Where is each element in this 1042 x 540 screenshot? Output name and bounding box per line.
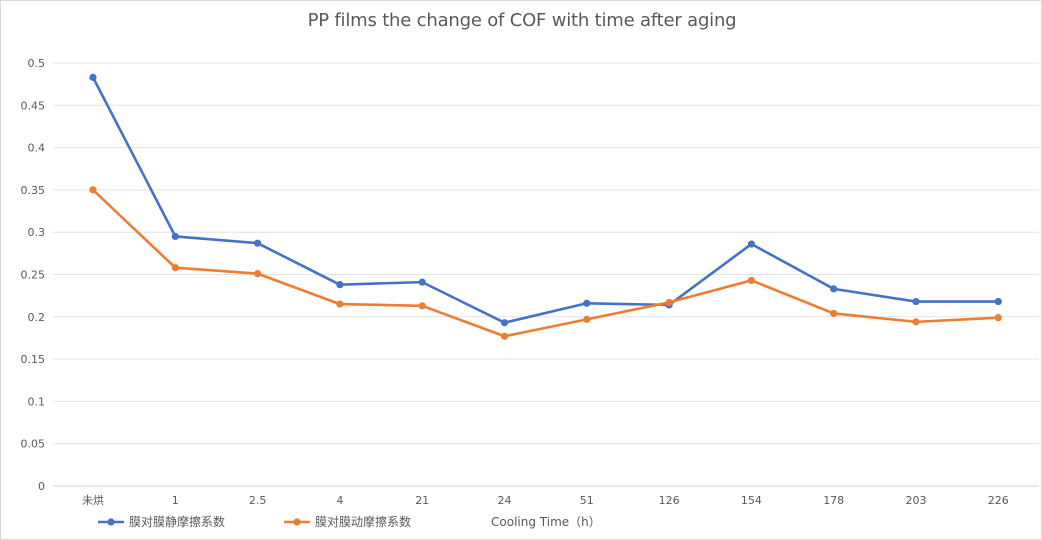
data-point [418, 278, 426, 286]
data-point [336, 281, 344, 289]
y-axis-ticks: 0 0.05 0.1 0.15 0.2 0.25 0.3 0.35 0.4 0.45 0.5 [21, 57, 46, 493]
x-tick-label: 51 [580, 494, 594, 507]
data-point [583, 299, 591, 307]
legend-label: 膜对膜动摩擦系数 [315, 514, 411, 529]
data-point [336, 300, 344, 308]
legend-entry: 膜对膜动摩擦系数 [284, 514, 411, 529]
data-point [830, 309, 838, 318]
series-line [91, 188, 1000, 338]
legend: 膜对膜静摩擦系数 膜对膜动摩擦系数 [98, 514, 411, 529]
data-point [89, 186, 97, 194]
chart-title: PP films the change of COF with time aft… [307, 10, 737, 31]
y-tick-label: 0.45 [21, 99, 46, 112]
x-tick-label: 24 [498, 494, 512, 507]
series-lines [89, 73, 1002, 340]
y-tick-label: 0 [38, 480, 45, 493]
legend-label: 膜对膜静摩擦系数 [129, 514, 225, 529]
x-tick-label: 226 [988, 494, 1009, 507]
data-point [994, 314, 1002, 322]
x-tick-label: 4 [336, 494, 343, 507]
x-tick-label: 126 [659, 494, 680, 507]
x-tick-label: 21 [415, 494, 429, 507]
data-point [665, 298, 673, 307]
data-point [912, 297, 920, 306]
data-point [254, 270, 262, 278]
y-tick-label: 0.25 [21, 269, 46, 282]
series-1 [89, 73, 1002, 327]
y-tick-label: 0.35 [21, 184, 46, 197]
x-axis-title: Cooling Time（h） [491, 515, 601, 529]
data-point [747, 240, 756, 248]
x-tick-label: 178 [823, 494, 844, 507]
series-2 [89, 186, 1002, 340]
data-point [171, 264, 179, 272]
gridlines [53, 62, 1039, 487]
data-point [418, 302, 426, 310]
data-point [747, 276, 756, 285]
x-tick-label: 203 [906, 494, 927, 507]
data-point [830, 285, 838, 293]
data-point [171, 232, 179, 241]
x-tick-label: 1 [172, 494, 179, 507]
y-tick-label: 0.2 [28, 311, 46, 324]
data-point [994, 297, 1002, 306]
y-tick-label: 0.4 [28, 142, 46, 155]
y-tick-label: 0.05 [21, 438, 46, 451]
data-point [583, 315, 591, 323]
x-axis-ticks: 未烘 1 2.5 4 21 24 51 126 154 178 203 226 [82, 493, 1009, 507]
x-tick-label: 未烘 [82, 493, 104, 507]
legend-entry: 膜对膜静摩擦系数 [98, 514, 225, 529]
legend-marker [293, 518, 301, 526]
data-point [89, 73, 97, 81]
x-tick-label: 154 [741, 494, 762, 507]
x-axis-title-group: Cooling Time（h） [491, 515, 601, 529]
data-point [500, 332, 509, 340]
data-point [912, 318, 920, 326]
data-point [500, 319, 509, 327]
series-line [91, 76, 1000, 325]
y-tick-label: 0.15 [21, 353, 46, 366]
y-tick-label: 0.1 [28, 395, 46, 408]
x-tick-label: 2.5 [249, 494, 267, 507]
legend-marker [107, 518, 115, 526]
data-point [254, 239, 262, 247]
y-tick-label: 0.3 [28, 226, 46, 239]
y-tick-label: 0.5 [28, 57, 46, 70]
